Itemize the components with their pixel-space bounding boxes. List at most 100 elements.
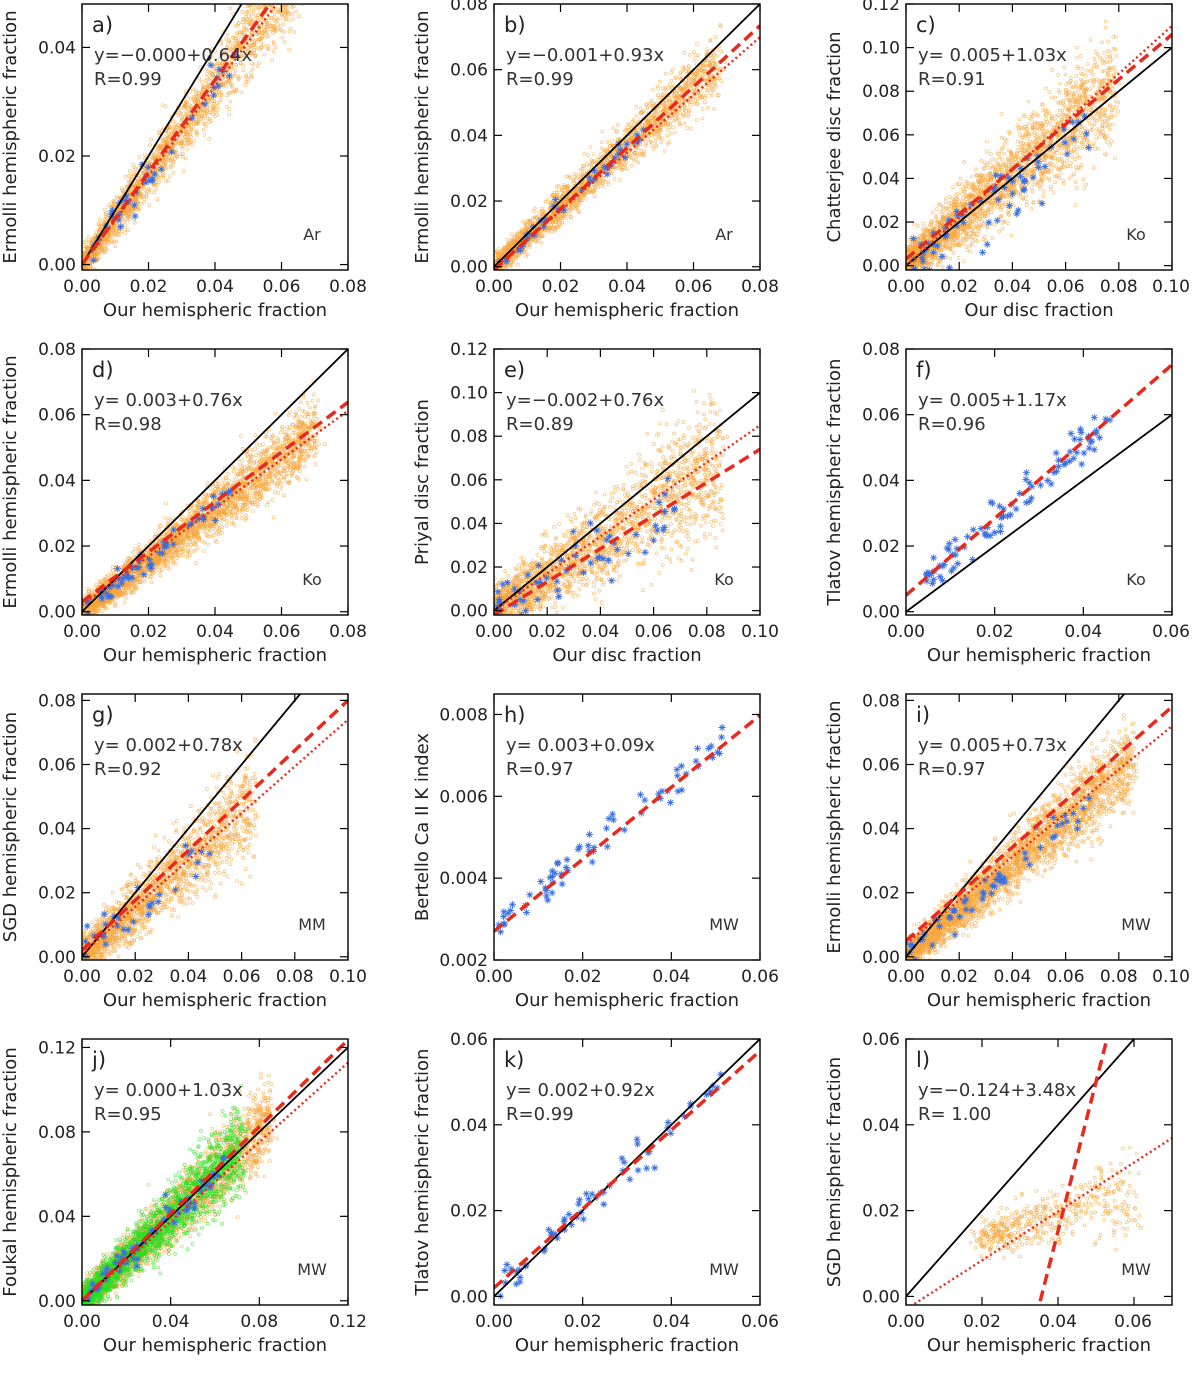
- scatter-point: [1025, 200, 1028, 203]
- scatter-point: [78, 271, 81, 274]
- scatter-point: [245, 12, 248, 15]
- scatter-point: [77, 269, 80, 272]
- scatter-point: [245, 80, 248, 83]
- star-marker: [210, 92, 217, 99]
- scatter-point: [262, 0, 265, 3]
- scatter-point: [149, 144, 152, 147]
- scatter-point: [123, 220, 126, 223]
- scatter-point: [664, 72, 667, 75]
- scatter-point: [256, 0, 259, 2]
- scatter-point: [658, 80, 661, 83]
- scatter-point: [283, 41, 286, 44]
- scatter-point: [685, 127, 688, 130]
- scatter-point: [229, 7, 232, 10]
- x-tick-label: 0.06: [263, 277, 301, 297]
- scatter-point: [724, 61, 727, 64]
- scatter-point: [647, 135, 650, 138]
- scatter-point: [252, 10, 255, 13]
- scatter-point: [1092, 166, 1095, 169]
- scatter-point: [208, 111, 211, 114]
- scatter-point: [612, 127, 615, 130]
- scatter-point: [490, 262, 493, 265]
- scatter-point: [511, 233, 514, 236]
- scatter-point: [234, 69, 237, 72]
- scatter-point: [79, 262, 82, 265]
- scatter-point: [127, 229, 130, 232]
- scatter-point: [296, 1, 299, 4]
- y-axis-label: Ermolli hemispheric fraction: [0, 10, 21, 263]
- scatter-point: [903, 263, 906, 266]
- scatter-point: [140, 202, 143, 205]
- x-tick-label: 0.06: [675, 277, 713, 297]
- scatter-point: [607, 180, 610, 183]
- scatter-point: [1074, 158, 1077, 161]
- scatter-point: [650, 141, 653, 144]
- scatter-point: [269, 0, 272, 3]
- scatter-point: [124, 224, 127, 227]
- scatter-point: [666, 134, 669, 137]
- fit-equation: y=−0.000+0.64x: [94, 45, 253, 66]
- scatter-point: [103, 208, 106, 211]
- scatter-point: [587, 154, 590, 157]
- scatter-point: [256, 65, 259, 68]
- scatter-point: [489, 261, 492, 264]
- scatter-point: [1081, 67, 1084, 70]
- scatter-point: [254, 1, 257, 4]
- x-tick-label: 0.00: [475, 277, 513, 297]
- scatter-point: [635, 114, 638, 117]
- scatter-point: [637, 161, 640, 164]
- scatter-point: [573, 173, 576, 176]
- scatter-point: [490, 264, 493, 267]
- scatter-point: [913, 272, 916, 275]
- scatter-point: [254, 6, 257, 9]
- scatter-point: [581, 168, 584, 171]
- scatter-point: [639, 107, 642, 110]
- scatter-point: [98, 218, 101, 221]
- scatter-point: [666, 129, 669, 132]
- scatter-point: [716, 55, 719, 58]
- scatter-point: [288, 19, 291, 22]
- scatter-point: [660, 141, 663, 144]
- scatter-point: [260, 19, 263, 22]
- scatter-point: [585, 197, 588, 200]
- scatter-point: [114, 245, 117, 248]
- scatter-point: [720, 80, 723, 83]
- scatter-point: [1027, 122, 1030, 125]
- scatter-point: [182, 170, 185, 173]
- y-tick-label: 0.02: [38, 147, 76, 167]
- x-tick-label: 0.08: [329, 277, 367, 297]
- star-marker: [226, 72, 233, 79]
- scatter-point: [185, 110, 188, 113]
- scatter-point: [720, 50, 723, 53]
- scatter-point: [577, 173, 580, 176]
- correlation-coefficient: R=0.99: [506, 69, 574, 90]
- scatter-point: [124, 232, 127, 235]
- scatter-point: [679, 112, 682, 115]
- x-tick-label: 0.02: [130, 277, 168, 297]
- x-axis-label: Our hemispheric fraction: [515, 300, 739, 321]
- scatter-point: [490, 260, 493, 263]
- scatter-point: [161, 104, 164, 107]
- scatter-point: [689, 127, 692, 130]
- scatter-point: [288, 30, 291, 33]
- scatter-point: [607, 183, 610, 186]
- scatter-point: [694, 98, 697, 101]
- scatter-point: [138, 155, 141, 158]
- scatter-point: [77, 267, 80, 270]
- scatter-point: [489, 271, 492, 274]
- scatter-point: [606, 140, 609, 143]
- scatter-point: [107, 204, 110, 207]
- scatter-point: [250, 13, 253, 16]
- scatter-point: [100, 222, 103, 225]
- scatter-point: [593, 195, 596, 198]
- scatter-point: [124, 228, 127, 231]
- scatter-point: [132, 172, 135, 175]
- scatter-point: [1018, 118, 1021, 121]
- scatter-point: [257, 61, 260, 64]
- scatter-point: [1117, 110, 1120, 113]
- scatter-point: [166, 179, 169, 182]
- scatter-point: [1078, 156, 1081, 159]
- scatter-point: [292, 18, 295, 21]
